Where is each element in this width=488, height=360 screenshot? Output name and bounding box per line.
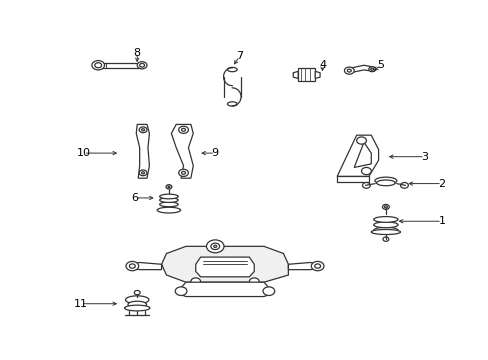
Ellipse shape [376, 180, 394, 186]
Text: 10: 10 [77, 148, 90, 158]
Circle shape [368, 67, 375, 72]
Circle shape [140, 63, 144, 67]
Circle shape [137, 62, 147, 69]
Ellipse shape [157, 207, 180, 213]
Text: 7: 7 [236, 51, 243, 61]
Ellipse shape [125, 296, 149, 304]
Circle shape [175, 287, 186, 296]
Circle shape [190, 278, 200, 285]
Polygon shape [98, 63, 142, 68]
Circle shape [126, 261, 139, 271]
Ellipse shape [373, 227, 397, 233]
Circle shape [178, 169, 188, 176]
Polygon shape [353, 142, 370, 167]
Text: 11: 11 [74, 299, 88, 309]
Polygon shape [293, 71, 298, 78]
Ellipse shape [124, 305, 150, 311]
Circle shape [361, 167, 370, 175]
Text: 1: 1 [438, 216, 445, 226]
Ellipse shape [227, 67, 237, 72]
Ellipse shape [159, 198, 178, 202]
Ellipse shape [159, 202, 178, 207]
Circle shape [167, 186, 169, 188]
Text: 2: 2 [438, 179, 445, 189]
Circle shape [311, 261, 324, 271]
Ellipse shape [374, 177, 396, 184]
Polygon shape [176, 282, 273, 297]
Circle shape [210, 243, 219, 249]
Circle shape [249, 278, 259, 285]
Ellipse shape [227, 102, 237, 106]
Ellipse shape [373, 217, 397, 222]
Circle shape [314, 264, 320, 268]
Ellipse shape [159, 194, 178, 199]
Circle shape [134, 291, 140, 295]
Ellipse shape [373, 222, 397, 228]
Circle shape [263, 287, 274, 296]
Text: 5: 5 [377, 60, 384, 70]
Circle shape [382, 237, 388, 241]
Circle shape [206, 240, 224, 253]
Polygon shape [315, 71, 320, 78]
Polygon shape [136, 125, 149, 178]
Polygon shape [130, 262, 161, 270]
Circle shape [400, 183, 407, 188]
Circle shape [139, 170, 147, 176]
Circle shape [346, 69, 350, 72]
Circle shape [356, 137, 366, 144]
Polygon shape [195, 257, 254, 277]
Polygon shape [161, 246, 288, 282]
Ellipse shape [128, 301, 146, 308]
Circle shape [165, 185, 171, 189]
Circle shape [382, 204, 388, 210]
Polygon shape [288, 262, 320, 270]
Circle shape [181, 171, 185, 174]
Text: 8: 8 [133, 48, 141, 58]
Circle shape [178, 126, 188, 134]
Circle shape [181, 129, 185, 131]
Circle shape [129, 264, 135, 268]
Circle shape [370, 68, 373, 70]
Polygon shape [336, 135, 378, 176]
Circle shape [384, 206, 386, 208]
Circle shape [95, 63, 102, 68]
Circle shape [362, 183, 369, 188]
Text: 3: 3 [421, 152, 427, 162]
Text: 6: 6 [131, 193, 138, 203]
Polygon shape [298, 68, 315, 81]
Circle shape [139, 127, 147, 133]
Circle shape [213, 245, 216, 247]
Text: 9: 9 [211, 148, 218, 158]
Ellipse shape [370, 229, 400, 234]
Circle shape [344, 67, 353, 74]
Circle shape [142, 172, 144, 174]
Circle shape [92, 60, 104, 70]
Circle shape [142, 129, 144, 131]
Polygon shape [336, 176, 368, 182]
Polygon shape [171, 125, 193, 178]
Polygon shape [346, 65, 373, 72]
Text: 4: 4 [318, 60, 325, 70]
